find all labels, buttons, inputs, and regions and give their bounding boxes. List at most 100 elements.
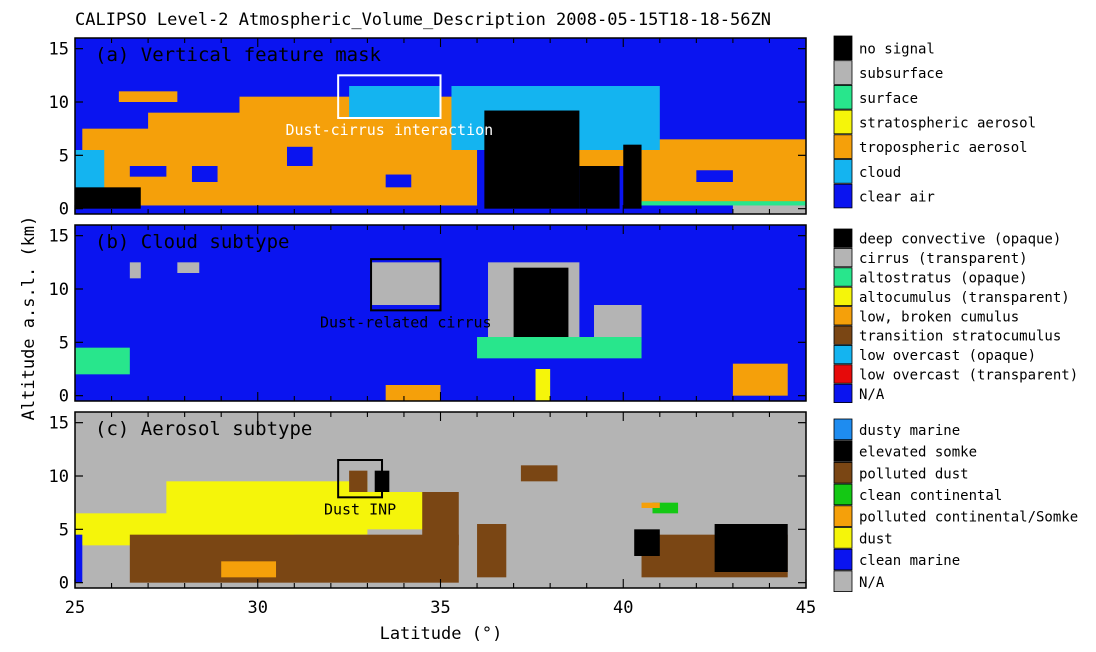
legend-label: N/A — [859, 575, 885, 591]
legend-label: N/A — [859, 387, 885, 403]
legend-swatch — [833, 134, 853, 159]
legend-swatch — [833, 364, 853, 384]
legend-label: clean marine — [859, 553, 960, 569]
region-clear-air — [191, 166, 218, 182]
legend-label: dust — [859, 531, 893, 547]
legend-label: low overcast (transparent) — [859, 368, 1078, 384]
region-polluted-dust — [349, 470, 368, 492]
panel-background — [75, 225, 806, 401]
legend-label: clear air — [859, 190, 935, 206]
legend-label: cirrus (transparent) — [859, 251, 1028, 267]
legend-label: elevated somke — [859, 445, 977, 461]
region-surface — [641, 201, 806, 206]
region-polluted-continental-somke — [641, 502, 660, 508]
legend-swatch — [833, 286, 853, 307]
figure-title: CALIPSO Level-2 Atmospheric_Volume_Descr… — [75, 10, 771, 30]
region-no-signal — [579, 166, 620, 209]
y-tick-label: 10 — [49, 467, 69, 487]
region-clear-air — [385, 174, 412, 188]
legend-swatch — [833, 440, 853, 462]
region-cirrus-transparent- — [594, 305, 642, 343]
region-no-signal — [484, 110, 580, 209]
y-tick-label: 0 — [59, 574, 69, 594]
legend-swatch — [833, 383, 853, 404]
legend-3: dusty marine elevated somke polluted dust c… — [833, 418, 1078, 593]
legend-label: subsurface — [859, 66, 943, 82]
legend-label: deep convective (opaque) — [859, 232, 1061, 248]
annotation-label: Dust INP — [324, 500, 396, 518]
region-low-broken-cumulus — [732, 363, 788, 396]
annotation-box — [337, 459, 384, 499]
region-elevated-somke — [634, 529, 660, 556]
legend-swatch — [833, 85, 853, 110]
legend-swatch — [833, 247, 853, 268]
region-no-signal — [75, 187, 141, 209]
panel-regions — [75, 86, 806, 214]
y-tick-label: 15 — [49, 40, 69, 60]
panel-regions — [75, 465, 788, 583]
region-polluted-dust — [477, 524, 507, 578]
annotation-label: Dust-related cirrus — [320, 313, 492, 331]
legend-label: tropospheric aerosol — [859, 140, 1028, 156]
legend-label: surface — [859, 91, 918, 107]
y-tick-label: 10 — [49, 93, 69, 113]
legend-label: polluted dust — [859, 466, 969, 482]
panel-title: (b) Cloud subtype — [95, 231, 289, 253]
y-tick-label: 10 — [49, 280, 69, 300]
legend-swatch — [833, 325, 853, 345]
panel-2: Dust-related cirrus (b) Cloud subtype 0 5 10… — [49, 224, 807, 407]
region-clear-air — [286, 146, 313, 166]
y-tick-label: 0 — [59, 387, 69, 407]
legend-label: no signal — [859, 41, 935, 57]
legend-swatch — [833, 505, 853, 527]
legend-swatch — [833, 461, 853, 484]
y-tick-label: 15 — [49, 227, 69, 247]
region-tropospheric-aerosol — [118, 91, 178, 102]
region-subsurface — [732, 202, 806, 214]
x-tick-label: 40 — [613, 598, 633, 618]
legend-label: low, broken cumulus — [859, 309, 1019, 325]
region-cloud — [349, 86, 441, 118]
region-clean-continental — [652, 502, 679, 514]
panel-1: Dust-cirrus interaction (a) Vertical feat… — [49, 37, 807, 220]
annotation-box — [337, 74, 442, 120]
region-no-signal — [623, 144, 642, 209]
legend-swatch — [833, 418, 853, 441]
legend-1: no signal subsurface surface stratospheric … — [833, 35, 1036, 209]
x-tick-label: 35 — [430, 598, 450, 618]
legends: no signal subsurface surface stratospheric … — [833, 35, 1078, 593]
y-tick-label: 15 — [49, 414, 69, 434]
legend-2: deep convective (opaque) cirrus (transpar… — [833, 228, 1078, 404]
region-cirrus-transparent- — [177, 262, 200, 273]
region-clear-air — [129, 166, 167, 177]
legend-swatch — [833, 527, 853, 549]
legend-swatch — [833, 109, 853, 135]
legend-swatch — [833, 344, 853, 365]
y-axis-label: Altitude a.s.l. (km) — [19, 216, 39, 421]
panel-3: Dust INP (c) Aerosol subtype 0 5 10 15 25 30 35 4… — [49, 411, 816, 618]
x-axis-label: Latitude (°) — [380, 624, 503, 644]
legend-label: polluted continental/Somke — [859, 510, 1078, 526]
annotation-box — [370, 258, 442, 312]
legend-swatch — [833, 267, 853, 287]
legend-swatch — [833, 60, 853, 85]
legend-swatch — [833, 570, 853, 593]
region-altocumulus-transparent- — [535, 369, 551, 401]
region-deep-convective-opaque- — [513, 267, 569, 348]
legend-swatch — [833, 306, 853, 326]
x-tick-label: 25 — [65, 598, 85, 618]
legend-label: dusty marine — [859, 423, 960, 439]
legend-swatch — [833, 228, 853, 248]
y-tick-label: 5 — [59, 520, 69, 540]
legend-label: clean continental — [859, 488, 1002, 504]
region-polluted-dust — [520, 465, 558, 482]
legend-label: cloud — [859, 165, 901, 181]
region-polluted-dust — [129, 534, 459, 583]
legend-swatch — [833, 548, 853, 571]
region-low-broken-cumulus — [385, 385, 441, 401]
legend-label: low overcast (opaque) — [859, 348, 1036, 364]
panel-regions — [75, 262, 788, 401]
legend-label: stratospheric aerosol — [859, 115, 1036, 131]
y-tick-label: 5 — [59, 146, 69, 166]
